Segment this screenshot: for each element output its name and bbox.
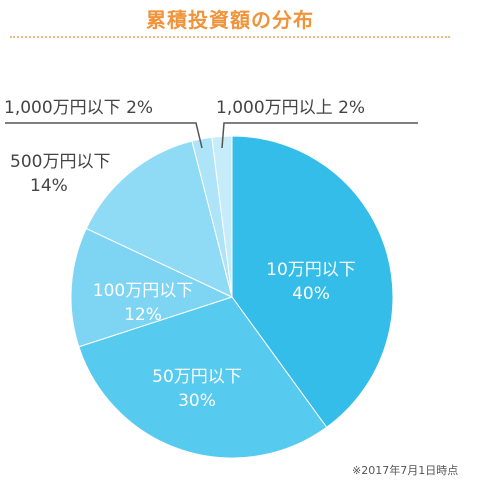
slice-labels: 10万円以下 40% 50万円以下 30% 100万円以下 12% 500万円以下 14% 1,…	[4, 98, 365, 411]
pie-slices	[70, 135, 394, 459]
title-divider	[10, 36, 450, 38]
slice-category-label: 500万円以下	[10, 152, 110, 172]
pie-slice	[78, 296, 328, 459]
slice-label: 1,000万円以下 2%	[4, 98, 153, 118]
slice-value-label: 30%	[178, 391, 216, 411]
leader-line	[221, 122, 418, 149]
slice-category-label: 50万円以下	[152, 367, 242, 387]
slice-category-label: 10万円以下	[266, 260, 356, 280]
slice-value-label: 12%	[124, 305, 162, 325]
slice-value-label: 40%	[292, 284, 330, 304]
leader-lines	[5, 122, 418, 149]
slice-category-label: 100万円以下	[93, 281, 193, 301]
footnote: ※2017年7月1日時点	[352, 464, 459, 477]
slice-value-label: 14%	[30, 176, 68, 196]
chart-title: 累積投資額の分布	[146, 8, 314, 32]
slice-label: 1,000万円以上 2%	[216, 98, 365, 118]
pie-slice	[211, 135, 233, 298]
pie-slice	[85, 140, 233, 298]
pie-slice	[70, 227, 234, 348]
leader-line	[5, 122, 203, 149]
pie-slice	[231, 135, 394, 428]
